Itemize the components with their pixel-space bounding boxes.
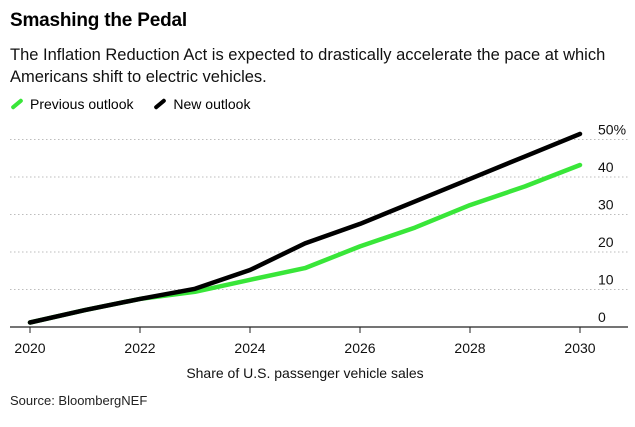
chart-title: Smashing the Pedal bbox=[10, 10, 187, 31]
x-tick-label: 2028 bbox=[454, 340, 485, 356]
x-tick-label: 2020 bbox=[14, 340, 45, 356]
grid-lines bbox=[10, 139, 628, 328]
y-axis-ticks: 0 10 20 30 40 50% bbox=[598, 122, 626, 326]
x-tick-label: 2024 bbox=[234, 340, 265, 356]
series-lines bbox=[27, 131, 583, 325]
chart-subtitle: The Inflation Reduction Act is expected … bbox=[10, 46, 606, 86]
series-line-new-outlook bbox=[27, 131, 583, 325]
x-tick-label: 2030 bbox=[564, 340, 595, 356]
legend-item-previous-outlook: Previous outlook bbox=[10, 96, 134, 112]
source-note: Source: BloombergNEF bbox=[10, 393, 148, 408]
y-tick-label: 30 bbox=[598, 197, 614, 213]
legend-item-new-outlook: New outlook bbox=[153, 96, 250, 112]
x-tick-label: 2022 bbox=[124, 340, 155, 356]
y-tick-label: 10 bbox=[598, 272, 614, 288]
x-axis-label: Share of U.S. passenger vehicle sales bbox=[186, 365, 423, 381]
legend-label-new-outlook: New outlook bbox=[173, 96, 251, 112]
y-tick-label: 50% bbox=[598, 122, 626, 138]
legend-label-previous-outlook: Previous outlook bbox=[30, 96, 134, 112]
chart-legend: Previous outlook New outlook bbox=[10, 93, 266, 112]
y-tick-label: 20 bbox=[598, 234, 614, 250]
y-tick-label: 40 bbox=[598, 159, 614, 175]
y-tick-label: 0 bbox=[598, 309, 606, 325]
x-tick-label: 2026 bbox=[344, 340, 375, 356]
x-axis-ticks: 2020 2022 2024 2026 2028 2030 bbox=[14, 327, 596, 356]
